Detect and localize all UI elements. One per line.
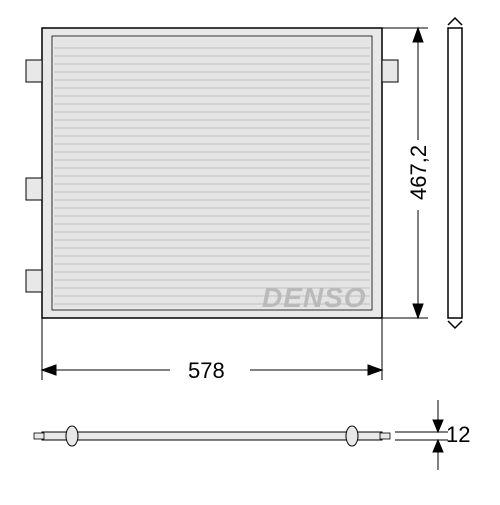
drawing-svg	[0, 0, 500, 500]
detail-tube-view	[34, 426, 390, 446]
height-dimension-label: 467,2	[406, 145, 432, 200]
thickness-dimension-label: 12	[446, 422, 470, 448]
width-dimension-label: 578	[188, 358, 225, 384]
main-front-view	[26, 28, 398, 318]
technical-drawing: 578 467,2 12 DENSO	[0, 0, 500, 500]
dimension-thickness	[395, 400, 448, 470]
side-view	[448, 18, 462, 328]
brand-watermark: DENSO	[262, 282, 367, 314]
